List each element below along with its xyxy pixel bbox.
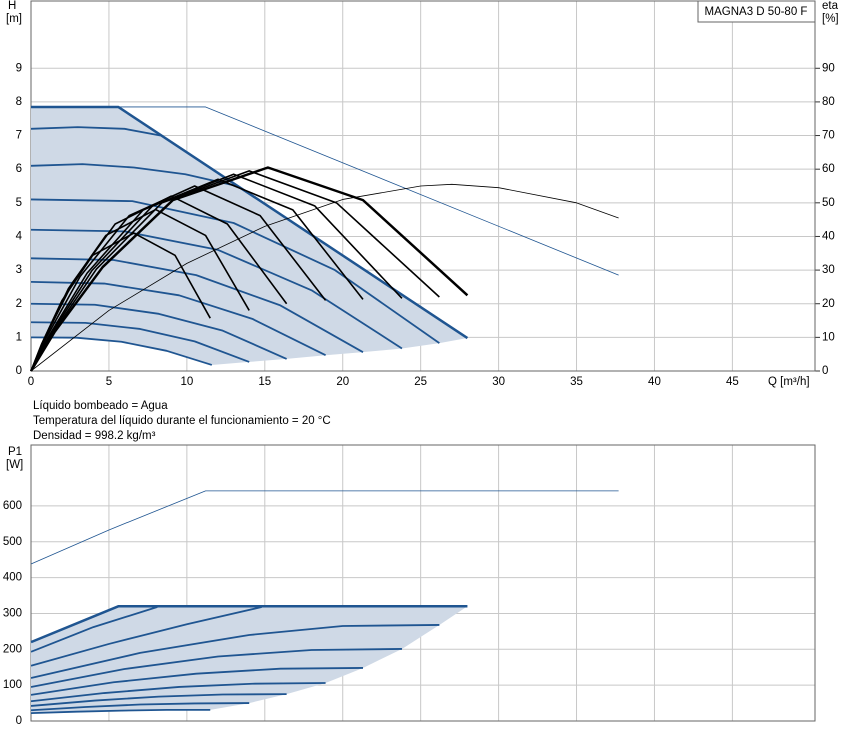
- y-axis-unit: [m]: [6, 13, 22, 25]
- x-tick-label: 30: [492, 376, 505, 388]
- curve: [30, 126, 161, 137]
- curve: [30, 693, 287, 707]
- x-tick-label: 10: [180, 376, 193, 388]
- curve: [30, 185, 327, 372]
- y-tick-label: 300: [3, 607, 22, 619]
- curve: [30, 232, 211, 372]
- x-tick-label: 15: [258, 376, 271, 388]
- x-tick-label: 0: [28, 376, 34, 388]
- y-tick-label: 6: [16, 163, 22, 175]
- curve: [30, 606, 262, 667]
- curve: [29, 166, 469, 372]
- x-axis-label: Q [m³/h]: [768, 376, 810, 388]
- x-tick-label: 25: [414, 376, 427, 388]
- title-box: [697, 0, 816, 23]
- y2-tick-label: 40: [822, 230, 835, 242]
- curve: [30, 702, 250, 712]
- y-tick-label: 600: [3, 500, 22, 512]
- operating-region: [31, 606, 468, 714]
- curve: [30, 183, 619, 372]
- curve: [30, 257, 364, 353]
- curve: [30, 624, 440, 679]
- y2-tick-label: 10: [822, 331, 835, 343]
- curve: [30, 490, 619, 565]
- x-tick-label: 5: [106, 376, 112, 388]
- y2-tick-label: 20: [822, 298, 835, 310]
- x-tick-label: 40: [648, 376, 661, 388]
- y2-tick-label: 80: [822, 96, 835, 108]
- curve: [30, 606, 158, 653]
- curve: [30, 321, 250, 363]
- y-tick-label: 1: [16, 331, 22, 343]
- curve: [30, 228, 403, 350]
- curve: [30, 163, 237, 187]
- x-tick-label: 20: [336, 376, 349, 388]
- y2-tick-label: 30: [822, 264, 835, 276]
- curve: [30, 336, 213, 366]
- curve: [31, 106, 619, 276]
- y-tick-label: 2: [16, 298, 22, 310]
- plot-frame: [30, 444, 816, 722]
- y-axis-unit: [W]: [6, 459, 23, 471]
- y-tick-label: 5: [16, 197, 22, 209]
- y-tick-label: 3: [16, 264, 22, 276]
- x-tick-label: 35: [570, 376, 583, 388]
- chart-title: MAGNA3 D 50-80 F: [705, 6, 808, 18]
- y2-tick-label: 50: [822, 197, 835, 209]
- y2-tick-label: 70: [822, 130, 835, 142]
- y-tick-label: 4: [16, 230, 23, 242]
- y-axis-label: P1: [8, 446, 22, 458]
- y2-axis-unit: [%]: [822, 13, 839, 25]
- y2-axis-label: eta: [822, 0, 839, 12]
- y-tick-label: 0: [16, 715, 22, 727]
- curve: [30, 280, 326, 356]
- y-tick-label: 7: [16, 130, 22, 142]
- annotation: Líquido bombeado = Agua: [33, 400, 168, 412]
- curve: [30, 708, 211, 715]
- y-axis-label: H: [8, 0, 16, 12]
- y-tick-label: 9: [16, 62, 22, 74]
- x-tick-label: 45: [726, 376, 739, 388]
- curve: [30, 198, 440, 344]
- operating-region: [31, 106, 468, 365]
- y-tick-label: 8: [16, 96, 22, 108]
- annotation: Temperatura del líquido durante el funci…: [33, 415, 331, 427]
- curve: [30, 605, 468, 644]
- y-tick-label: 500: [3, 536, 22, 548]
- y-tick-label: 100: [3, 679, 22, 691]
- curve: [30, 648, 402, 688]
- y2-tick-label: 0: [822, 365, 828, 377]
- y-tick-label: 200: [3, 643, 22, 655]
- y-tick-label: 400: [3, 572, 22, 584]
- y2-tick-label: 90: [822, 62, 835, 74]
- curve: [30, 682, 326, 703]
- curve: [30, 667, 363, 696]
- y-tick-label: 0: [16, 365, 22, 377]
- y2-tick-label: 60: [822, 163, 835, 175]
- annotation: Densidad = 998.2 kg/m³: [33, 430, 156, 442]
